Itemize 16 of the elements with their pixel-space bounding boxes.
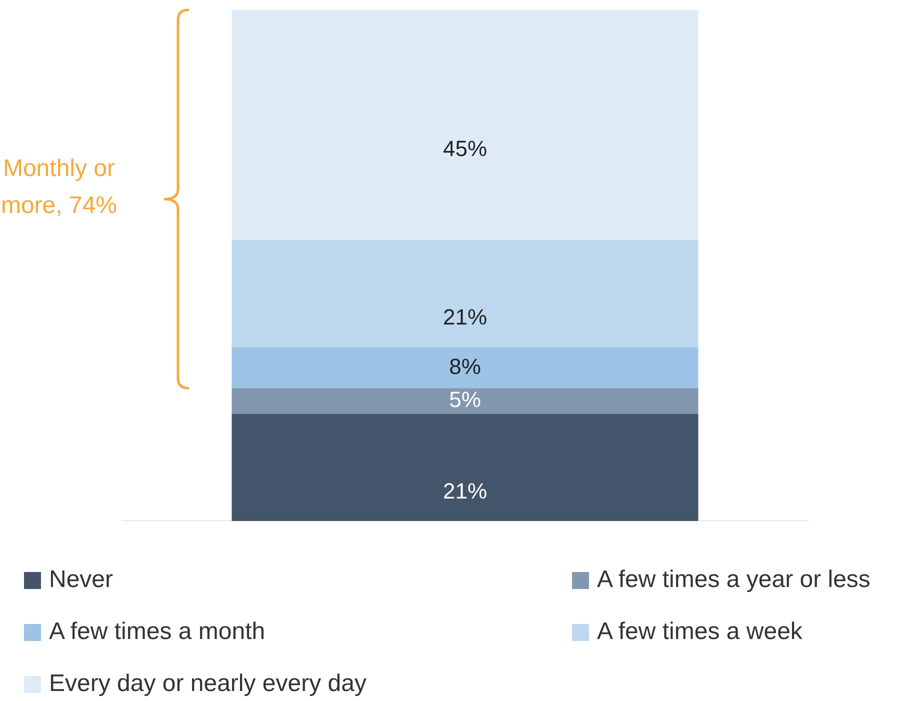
bar xyxy=(232,10,698,240)
text: Monthly or more, 74% xyxy=(0,154,118,221)
data-label: 21% xyxy=(442,478,488,504)
bar xyxy=(232,240,698,348)
data-label: 5% xyxy=(449,386,481,412)
bar xyxy=(232,414,698,521)
legend-label: Never xyxy=(49,566,114,594)
data-label: 8% xyxy=(449,354,481,379)
data-label: 45% xyxy=(442,136,488,162)
data-label: 21% xyxy=(442,304,488,330)
bar xyxy=(232,388,698,414)
legend-label: Every day or nearly every day xyxy=(49,670,366,698)
bar xyxy=(232,347,698,388)
legend-label: A few times a month xyxy=(49,618,266,646)
legend-label: A few times a year or less xyxy=(597,566,870,594)
legend-label: A few times a week xyxy=(597,618,802,646)
